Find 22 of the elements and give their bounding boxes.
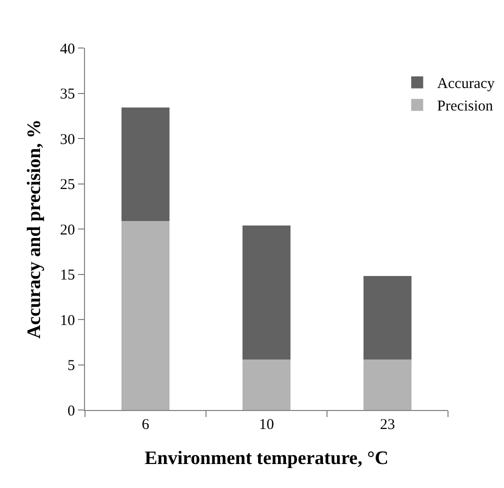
bar <box>121 108 170 221</box>
x-tick-label: 23 <box>380 417 395 433</box>
legend-label: Precision <box>437 98 494 115</box>
y-tick-label: 40 <box>60 41 75 58</box>
y-tick-label: 10 <box>60 312 75 329</box>
x-axis-title: Environment temperature, °C <box>144 448 388 469</box>
y-tick-label: 25 <box>60 177 75 193</box>
bar <box>242 225 291 360</box>
bar <box>363 359 412 410</box>
y-tick-label: 0 <box>68 403 75 420</box>
y-axis-title: Accuracy and precision, % <box>24 119 45 339</box>
x-tick-label: 10 <box>259 417 274 433</box>
bar <box>363 276 412 360</box>
y-tick-label: 5 <box>68 358 75 374</box>
x-tick-label: 6 <box>142 417 150 433</box>
y-tick-label: 30 <box>60 132 75 148</box>
y-tick-label: 20 <box>60 222 75 238</box>
bar <box>121 220 170 410</box>
y-tick-label: 15 <box>60 268 75 284</box>
legend-label: Accuracy <box>437 76 496 92</box>
bar <box>242 359 291 410</box>
y-tick-label: 35 <box>60 86 75 102</box>
